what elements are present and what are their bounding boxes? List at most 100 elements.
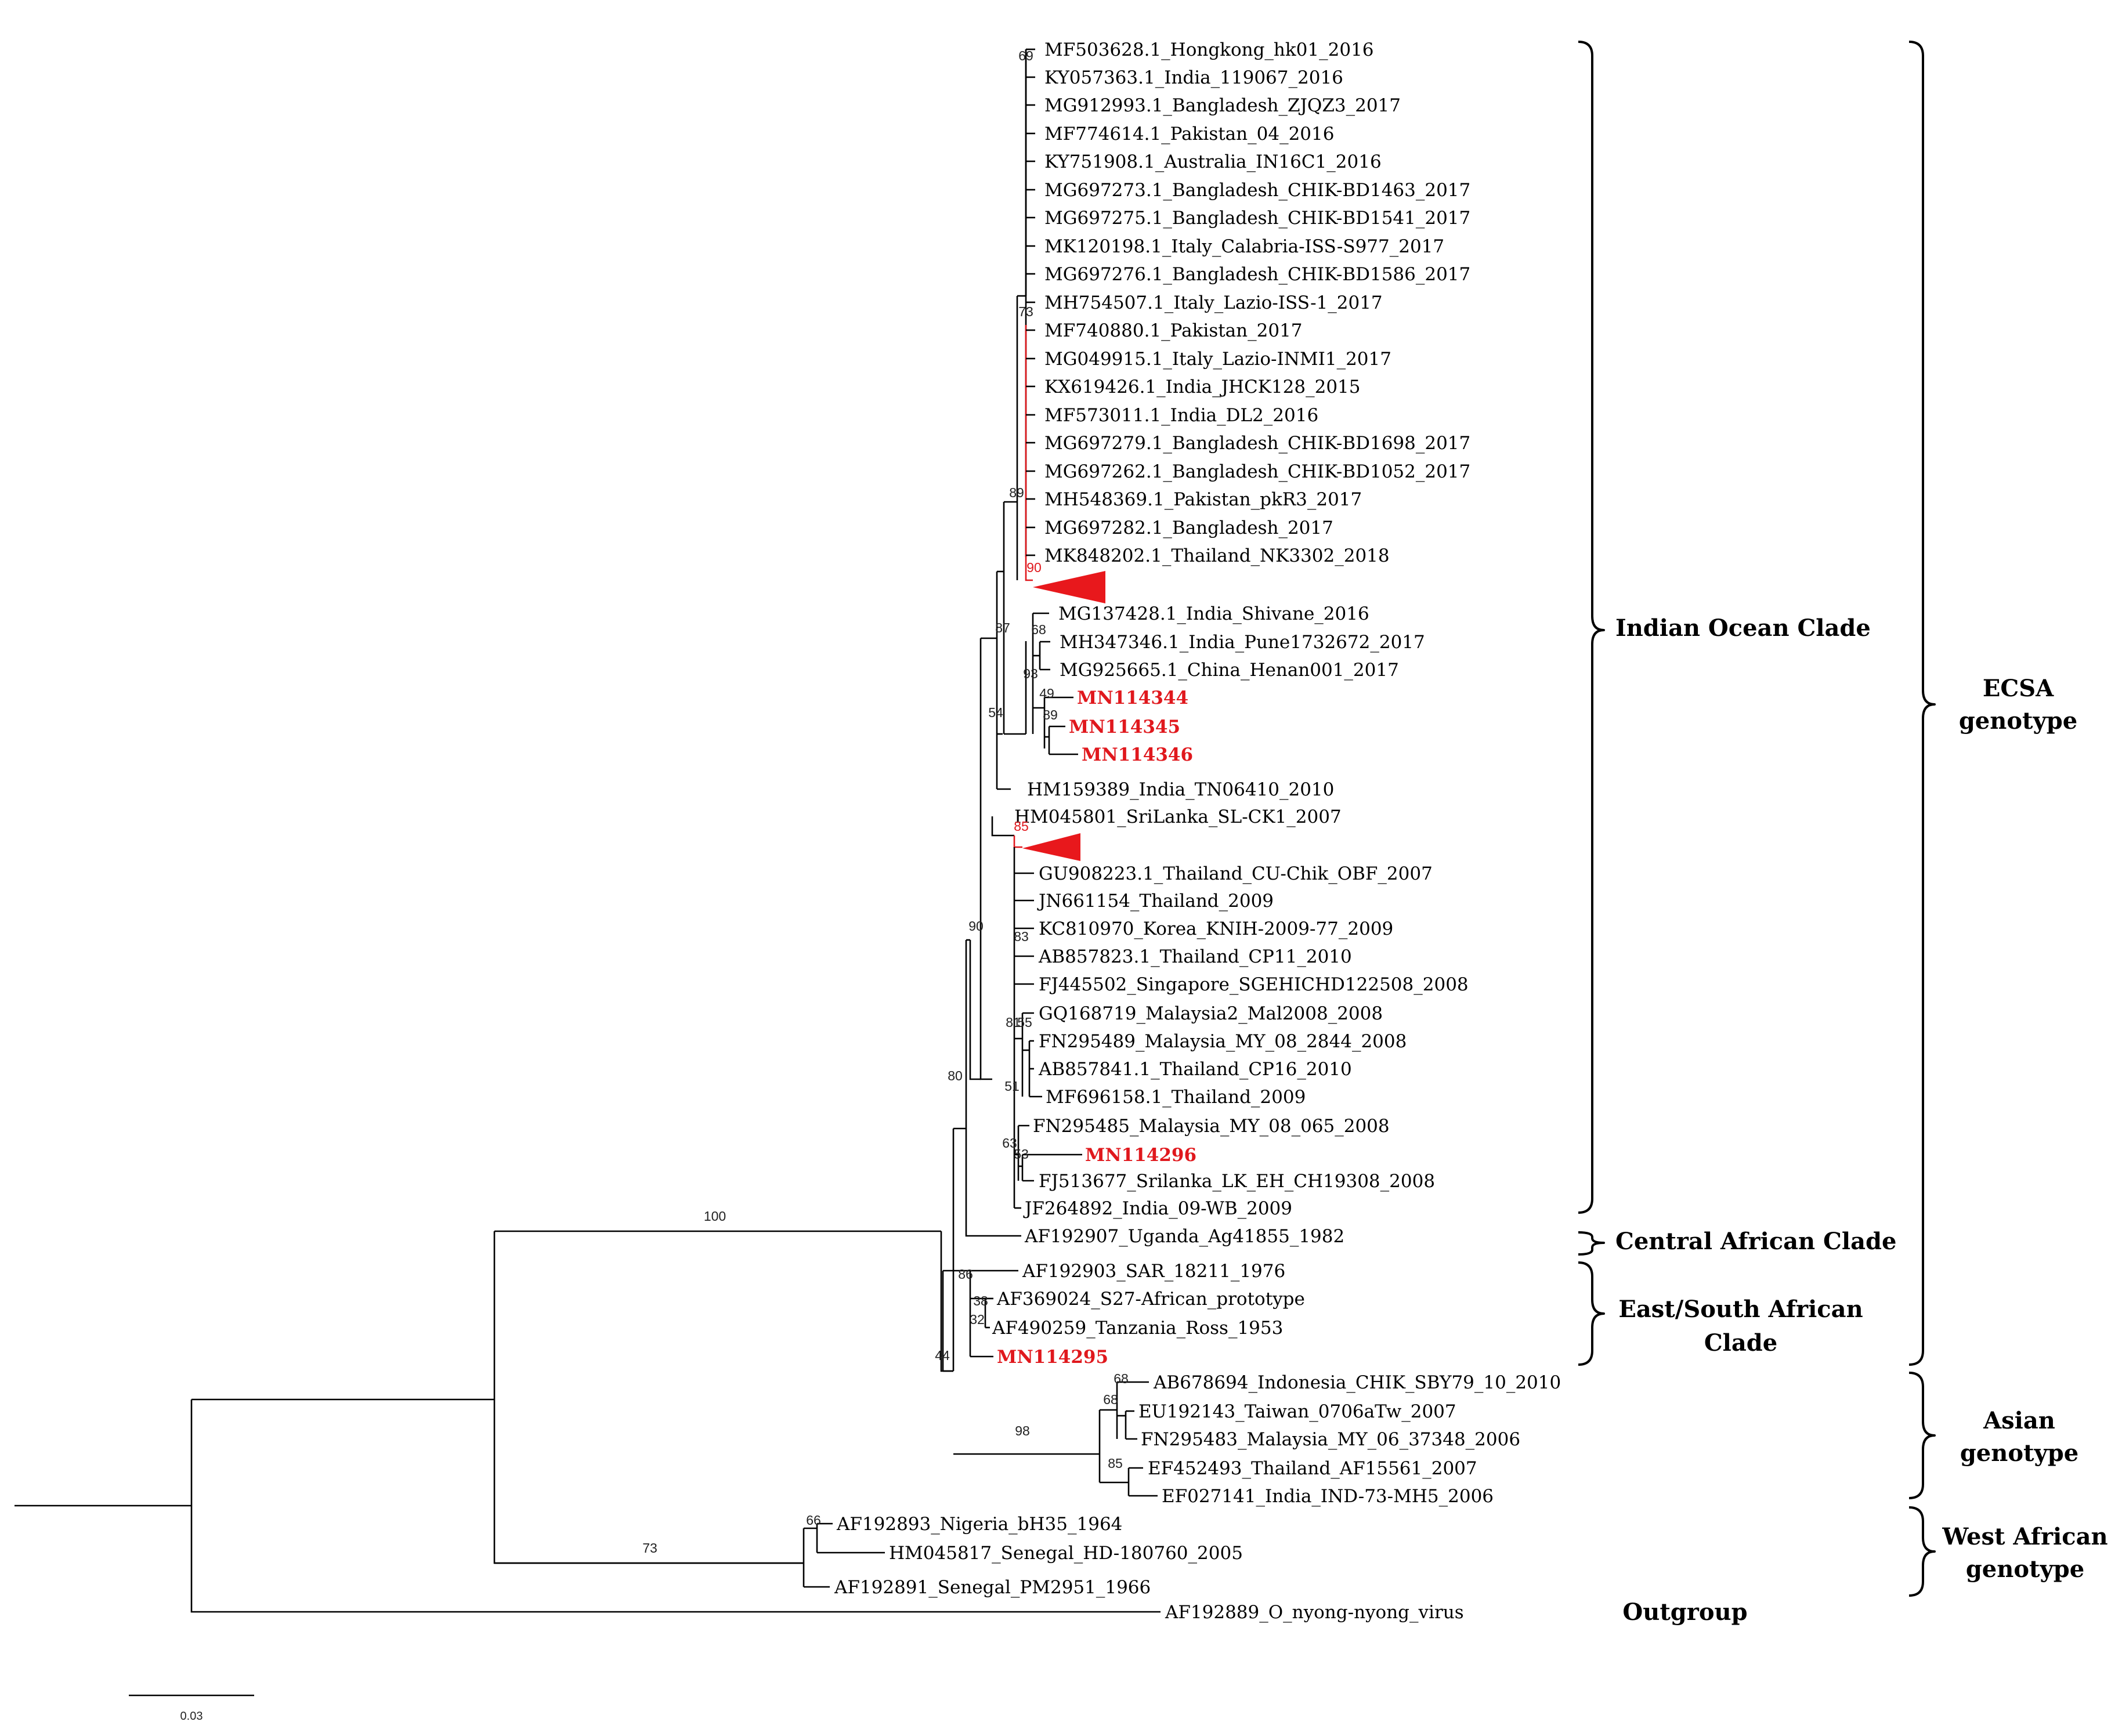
bootstrap-value-highlighted: 90 bbox=[1026, 560, 1042, 575]
bootstrap-value: 51 bbox=[1004, 1079, 1020, 1094]
leaf-label: MG697275.1_Bangladesh_CHIK-BD1541_2017 bbox=[1044, 208, 1470, 229]
bootstrap-value: 90 bbox=[968, 918, 984, 934]
label-central-african-clade: Central African Clade bbox=[1615, 1228, 1896, 1255]
branch-collapsed-1 bbox=[1025, 325, 1033, 581]
bracket-central-african-clade bbox=[1578, 1231, 1605, 1256]
label-east-south-african-clade-line1: East/South African bbox=[1618, 1296, 1863, 1323]
leaf-label: MG137428.1_India_Shivane_2016 bbox=[1058, 603, 1369, 624]
leaf-label: KY751908.1_Australia_IN16C1_2016 bbox=[1044, 151, 1382, 172]
leaf-label: AF192889_O_nyong-nyong_virus bbox=[1165, 1602, 1464, 1623]
bootstrap-value: 69 bbox=[1018, 48, 1033, 63]
branch-ticks-top bbox=[1026, 48, 1035, 556]
label-asian-genotype-line2: genotype bbox=[1960, 1440, 2078, 1467]
label-east-south-african-clade-line2: Clade bbox=[1704, 1329, 1777, 1357]
bootstrap-value: 68 bbox=[1103, 1392, 1118, 1407]
label-west-african-genotype-line2: genotype bbox=[1966, 1556, 2084, 1583]
bootstrap-value: 44 bbox=[935, 1348, 950, 1363]
bootstrap-value: 54 bbox=[988, 705, 1003, 720]
leaf-label: MG925665.1_China_Henan001_2017 bbox=[1060, 660, 1399, 681]
leaf-label: MH548369.1_Pakistan_pkR3_2017 bbox=[1044, 489, 1362, 510]
bootstrap-value: 98 bbox=[1015, 1423, 1030, 1438]
bootstrap-value: 83 bbox=[1014, 929, 1029, 944]
leaf-label-highlighted: MN114345 bbox=[1069, 717, 1180, 737]
leaf-label: MK120198.1_Italy_Calabria-ISS-S977_2017 bbox=[1044, 236, 1444, 257]
bracket-indian-ocean-clade bbox=[1578, 41, 1605, 1214]
leaf-label: FJ445502_Singapore_SGEHICHD122508_2008 bbox=[1039, 974, 1469, 995]
tree-branches bbox=[15, 48, 1161, 1613]
leaf-label: HM159389_India_TN06410_2010 bbox=[1027, 779, 1334, 800]
bracket-west-african-genotype bbox=[1908, 1506, 1936, 1597]
leaf-label: EF027141_India_IND-73-MH5_2006 bbox=[1162, 1486, 1494, 1507]
leaf-label: JF264892_India_09-WB_2009 bbox=[1023, 1198, 1292, 1219]
leaf-label-highlighted: MN114296 bbox=[1085, 1145, 1196, 1166]
bracket-east-south-african-clade bbox=[1578, 1261, 1605, 1366]
leaf-label: MG697262.1_Bangladesh_CHIK-BD1052_2017 bbox=[1044, 461, 1470, 482]
leaf-label: MG697276.1_Bangladesh_CHIK-BD1586_2017 bbox=[1044, 264, 1470, 285]
bootstrap-value: 81 bbox=[1006, 1015, 1021, 1030]
leaf-label: AF192907_Uganda_Ag41855_1982 bbox=[1024, 1226, 1344, 1247]
branch-ingroup-split bbox=[493, 1231, 804, 1564]
group-labels: Indian Ocean Clade Central African Clade… bbox=[1615, 614, 2108, 1626]
leaf-label: GQ168719_Malaysia2_Mal2008_2008 bbox=[1039, 1003, 1383, 1024]
leaf-label-highlighted: MN114344 bbox=[1077, 688, 1188, 708]
collapsed-subtree-triangle-2 bbox=[1022, 833, 1080, 861]
label-outgroup: Outgroup bbox=[1622, 1598, 1747, 1626]
leaf-label: KC810970_Korea_KNIH-2009-77_2009 bbox=[1039, 918, 1393, 939]
collapsed-subtree-markers bbox=[1022, 571, 1105, 861]
leaf-label: MF573011.1_India_DL2_2016 bbox=[1044, 405, 1318, 426]
leaf-label: MG697282.1_Bangladesh_2017 bbox=[1044, 518, 1333, 538]
bootstrap-value: 73 bbox=[642, 1540, 657, 1556]
bootstrap-support-values: 69 73 89 90 87 68 93 49 89 54 85 90 83 8… bbox=[642, 48, 1129, 1556]
leaf-label: FN295489_Malaysia_MY_08_2844_2008 bbox=[1039, 1031, 1407, 1052]
leaf-label: AF490259_Tanzania_Ross_1953 bbox=[992, 1318, 1283, 1339]
label-ecsa-genotype-line2: genotype bbox=[1959, 707, 2077, 735]
leaf-labels: MF503628.1_Hongkong_hk01_2016 KY057363.1… bbox=[834, 39, 1561, 1623]
bracket-ecsa-genotype bbox=[1908, 41, 1936, 1366]
branch-io-main bbox=[979, 638, 992, 1080]
leaf-label: EU192143_Taiwan_0706aTw_2007 bbox=[1138, 1401, 1456, 1422]
label-ecsa-genotype-line1: ECSA bbox=[1983, 675, 2054, 702]
leaf-label: MF740880.1_Pakistan_2017 bbox=[1044, 320, 1303, 341]
leaf-label: KX619426.1_India_JHCK128_2015 bbox=[1044, 377, 1361, 397]
collapsed-subtree-triangle-1 bbox=[1033, 571, 1105, 603]
leaf-label: HM045801_SriLanka_SL-CK1_2007 bbox=[1014, 806, 1342, 827]
leaf-label: GU908223.1_Thailand_CU-Chik_OBF_2007 bbox=[1039, 863, 1433, 884]
bootstrap-value-highlighted: 85 bbox=[1014, 819, 1029, 834]
leaf-label: AF369024_S27-African_prototype bbox=[996, 1289, 1305, 1310]
label-indian-ocean-clade: Indian Ocean Clade bbox=[1615, 614, 1871, 642]
leaf-label: MH754507.1_Italy_Lazio-ISS-1_2017 bbox=[1044, 292, 1383, 313]
bootstrap-value: 66 bbox=[806, 1513, 821, 1528]
leaf-label: MH347346.1_India_Pune1732672_2017 bbox=[1060, 632, 1425, 653]
bootstrap-value: 32 bbox=[970, 1312, 985, 1327]
leaf-label: MF696158.1_Thailand_2009 bbox=[1046, 1087, 1306, 1108]
leaf-label-highlighted: MN114346 bbox=[1082, 744, 1193, 765]
leaf-label-highlighted: MN114295 bbox=[997, 1347, 1108, 1368]
leaf-label: HM045817_Senegal_HD-180760_2005 bbox=[889, 1543, 1243, 1564]
leaf-label: FJ513677_Srilanka_LK_EH_CH19308_2008 bbox=[1039, 1171, 1435, 1192]
bootstrap-value: 85 bbox=[1108, 1456, 1123, 1471]
leaf-label: AF192891_Senegal_PM2951_1966 bbox=[834, 1577, 1151, 1598]
branch-collapsed-2 bbox=[1013, 836, 1022, 848]
bootstrap-value: 49 bbox=[1039, 686, 1054, 701]
bootstrap-value: 86 bbox=[958, 1267, 973, 1282]
bootstrap-value: 100 bbox=[704, 1209, 726, 1224]
bootstrap-value: 68 bbox=[1114, 1371, 1129, 1386]
bracket-asian-genotype bbox=[1908, 1372, 1936, 1499]
scale-bar-label: 0.03 bbox=[180, 1710, 203, 1723]
leaf-label: JN661154_Thailand_2009 bbox=[1037, 891, 1274, 912]
leaf-label: MF774614.1_Pakistan_04_2016 bbox=[1044, 124, 1334, 144]
scale-bar: 0.03 bbox=[129, 1694, 254, 1723]
bootstrap-value: 93 bbox=[1023, 666, 1038, 681]
bootstrap-value: 80 bbox=[948, 1068, 963, 1083]
leaf-label: AB857841.1_Thailand_CP16_2010 bbox=[1038, 1059, 1352, 1080]
branch-L27 bbox=[991, 816, 1014, 837]
bootstrap-value: 63 bbox=[1002, 1135, 1017, 1151]
leaf-label: MG697279.1_Bangladesh_CHIK-BD1698_2017 bbox=[1044, 433, 1470, 454]
leaf-label: MG049915.1_Italy_Lazio-INMI1_2017 bbox=[1044, 349, 1391, 370]
branch-root-split bbox=[190, 1399, 1161, 1613]
leaf-label: AB678694_Indonesia_CHIK_SBY79_10_2010 bbox=[1153, 1372, 1561, 1393]
bootstrap-value: 87 bbox=[995, 620, 1010, 635]
bootstrap-value: 68 bbox=[1031, 622, 1046, 637]
branch-io-east-split bbox=[969, 940, 981, 1080]
